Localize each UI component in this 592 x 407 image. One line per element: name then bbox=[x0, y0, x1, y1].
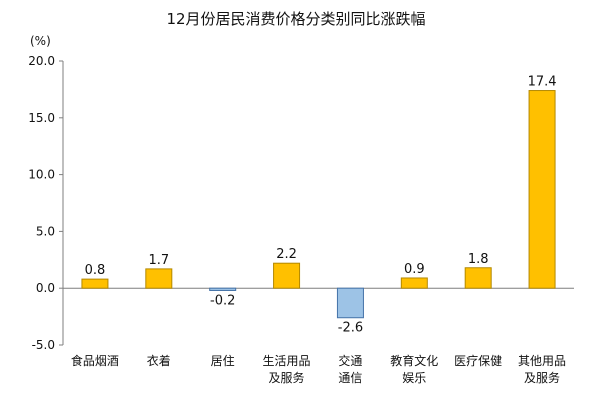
bar bbox=[81, 278, 109, 289]
y-tick-label: -5.0 bbox=[32, 338, 55, 352]
bar bbox=[273, 262, 301, 289]
x-tick-label: 及服务 bbox=[524, 370, 560, 385]
data-label: 1.7 bbox=[148, 253, 169, 268]
data-label: -0.2 bbox=[210, 293, 235, 308]
bar bbox=[464, 267, 492, 289]
chart-title: 12月份居民消费价格分类别同比涨跌幅 bbox=[166, 10, 426, 28]
x-tick-label: 生活用品 bbox=[263, 354, 311, 368]
bar bbox=[145, 268, 173, 289]
data-label: 17.4 bbox=[528, 75, 557, 90]
data-label: 1.8 bbox=[468, 252, 489, 267]
y-tick-label: 0.0 bbox=[36, 281, 55, 295]
x-tick-label: 居住 bbox=[211, 354, 235, 368]
x-tick-label: 教育文化 bbox=[390, 353, 438, 368]
y-tick-label: 15.0 bbox=[28, 111, 55, 125]
data-label: 0.8 bbox=[85, 263, 106, 278]
x-tick-label: 娱乐 bbox=[402, 371, 426, 385]
y-tick-label: 20.0 bbox=[28, 54, 55, 68]
x-tick-label: 通信 bbox=[338, 371, 362, 385]
x-tick-label: 及服务 bbox=[269, 370, 305, 385]
x-tick-label: 食品烟酒 bbox=[71, 353, 119, 368]
x-tick-label: 交通 bbox=[338, 353, 362, 368]
y-axis-unit: (%) bbox=[30, 34, 51, 48]
data-label: -2.6 bbox=[338, 321, 363, 336]
y-tick-label: 5.0 bbox=[36, 224, 55, 238]
x-tick-label: 衣着 bbox=[147, 353, 171, 368]
y-tick-label: 10.0 bbox=[28, 168, 55, 182]
x-tick-label: 医疗保健 bbox=[454, 354, 502, 368]
data-label: 0.9 bbox=[404, 262, 425, 277]
bar bbox=[528, 90, 556, 289]
bar bbox=[209, 287, 237, 291]
data-label: 2.2 bbox=[276, 247, 297, 262]
x-tick-label: 其他用品 bbox=[518, 354, 566, 368]
bar bbox=[336, 287, 364, 319]
bar bbox=[400, 277, 428, 289]
